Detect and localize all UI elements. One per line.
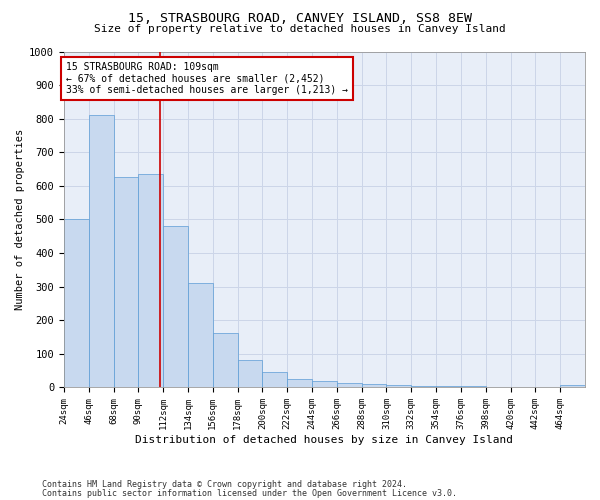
Bar: [287, 379, 312, 388]
Bar: [362, 384, 386, 388]
Text: Contains public sector information licensed under the Open Government Licence v3: Contains public sector information licen…: [42, 489, 457, 498]
Y-axis label: Number of detached properties: Number of detached properties: [15, 129, 25, 310]
Text: 15 STRASBOURG ROAD: 109sqm
← 67% of detached houses are smaller (2,452)
33% of s: 15 STRASBOURG ROAD: 109sqm ← 67% of deta…: [66, 62, 348, 95]
Bar: [436, 386, 461, 388]
Bar: [411, 386, 436, 388]
Bar: [386, 385, 411, 388]
Text: 15, STRASBOURG ROAD, CANVEY ISLAND, SS8 8EW: 15, STRASBOURG ROAD, CANVEY ISLAND, SS8 …: [128, 12, 472, 26]
Bar: [163, 226, 188, 388]
X-axis label: Distribution of detached houses by size in Canvey Island: Distribution of detached houses by size …: [136, 435, 514, 445]
Bar: [113, 178, 139, 388]
Bar: [312, 382, 337, 388]
Bar: [486, 387, 511, 388]
Bar: [560, 385, 585, 388]
Bar: [64, 220, 89, 388]
Bar: [337, 384, 362, 388]
Bar: [461, 386, 486, 388]
Bar: [262, 372, 287, 388]
Bar: [139, 174, 163, 388]
Bar: [238, 360, 262, 388]
Text: Contains HM Land Registry data © Crown copyright and database right 2024.: Contains HM Land Registry data © Crown c…: [42, 480, 407, 489]
Bar: [213, 332, 238, 388]
Bar: [89, 116, 113, 388]
Bar: [188, 282, 213, 388]
Text: Size of property relative to detached houses in Canvey Island: Size of property relative to detached ho…: [94, 24, 506, 34]
